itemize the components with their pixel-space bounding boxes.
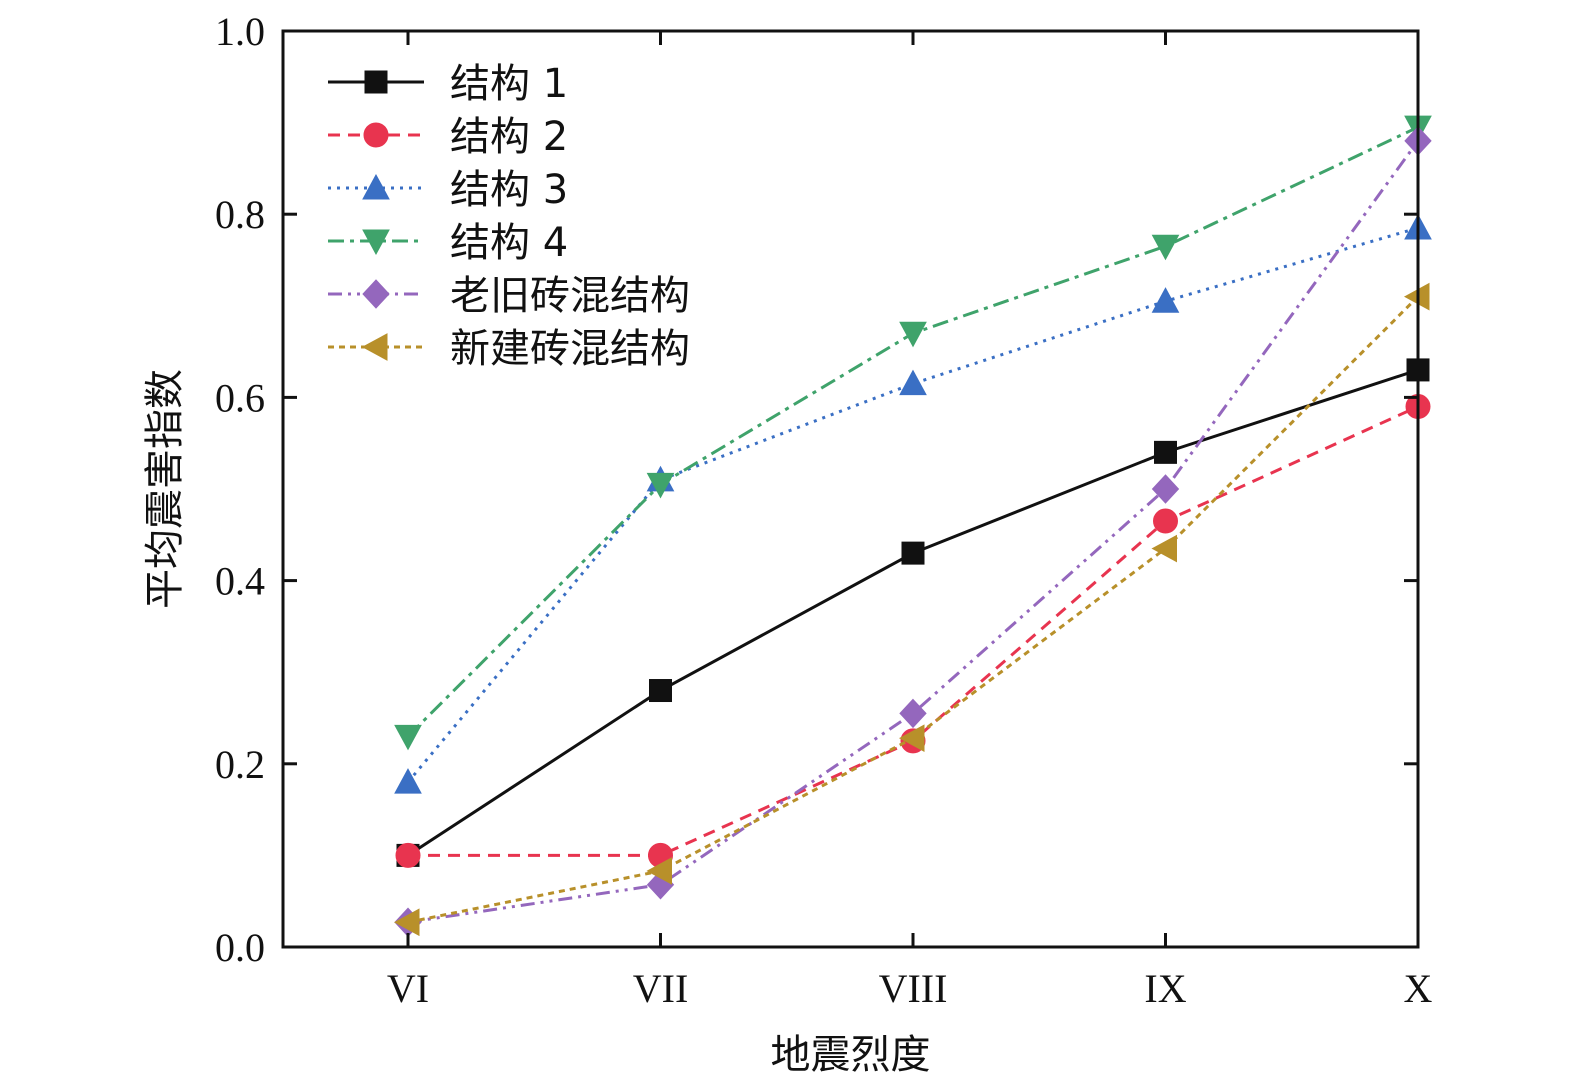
y-tick-label: 1.0 — [215, 9, 265, 54]
data-point — [1154, 440, 1177, 464]
legend-item: 老旧砖混结构 — [328, 273, 690, 319]
legend-item: 结构 4 — [328, 220, 568, 266]
legend-item: 结构 2 — [328, 114, 568, 160]
x-tick-label: IX — [1144, 966, 1186, 1011]
y-axis-title: 平均震害指数 — [142, 369, 188, 609]
data-point — [1151, 287, 1180, 313]
legend-item: 结构 3 — [328, 167, 568, 213]
data-point — [1151, 534, 1177, 563]
legend-label: 新建砖混结构 — [450, 326, 690, 372]
series-4 — [394, 115, 1432, 751]
legend-item: 结构 1 — [328, 61, 568, 107]
data-point — [394, 768, 422, 794]
legend-marker — [362, 279, 390, 309]
chart-marks — [393, 115, 1432, 938]
legend-marker — [361, 333, 388, 361]
y-tick-label: 0.8 — [215, 192, 265, 237]
series-1 — [396, 358, 1430, 867]
series-line — [406, 125, 1419, 738]
data-point — [394, 724, 422, 751]
data-point — [393, 908, 420, 937]
x-tick-label: VIII — [879, 966, 948, 1011]
data-point — [899, 369, 927, 396]
series-2 — [395, 394, 1431, 868]
series-3 — [394, 213, 1432, 794]
legend-marker — [362, 229, 390, 256]
legend-marker — [362, 173, 390, 200]
data-point — [1153, 508, 1178, 534]
x-tick-label: VI — [387, 966, 429, 1011]
data-point — [898, 724, 925, 752]
data-point — [899, 321, 927, 348]
y-tick-label: 0.4 — [215, 559, 265, 604]
legend-label: 结构 2 — [450, 114, 568, 160]
data-point — [646, 857, 672, 885]
series-line — [407, 368, 1419, 857]
data-point — [901, 541, 925, 565]
y-tick-label: 0.6 — [215, 375, 265, 420]
y-tick-label: 0.2 — [215, 742, 265, 787]
y-tick-label: 0.0 — [215, 925, 265, 970]
data-point — [1151, 474, 1180, 504]
legend-label: 结构 1 — [450, 61, 568, 107]
plot-frame — [281, 29, 1420, 949]
axes: 0.0 0.2 0.4 0.6 0.8 1.0 VI VII VIII IX X — [215, 9, 1433, 1011]
data-point — [395, 842, 421, 868]
series-line — [408, 405, 1419, 857]
legend-item: 新建砖混结构 — [328, 326, 690, 372]
legend-marker — [364, 70, 388, 94]
data-point — [646, 472, 675, 499]
legend-label: 老旧砖混结构 — [450, 273, 690, 319]
data-point — [1151, 234, 1180, 261]
data-point — [649, 679, 672, 703]
legend-marker — [363, 122, 389, 148]
x-axis-title: 地震烈度 — [771, 1032, 931, 1078]
x-tick-label: X — [1404, 966, 1433, 1011]
series-6 — [393, 282, 1430, 937]
legend-label: 结构 3 — [450, 167, 568, 213]
data-point — [899, 698, 927, 729]
series-line — [406, 226, 1419, 784]
legend-label: 结构 4 — [450, 220, 568, 266]
x-tick-label: VII — [633, 966, 689, 1011]
